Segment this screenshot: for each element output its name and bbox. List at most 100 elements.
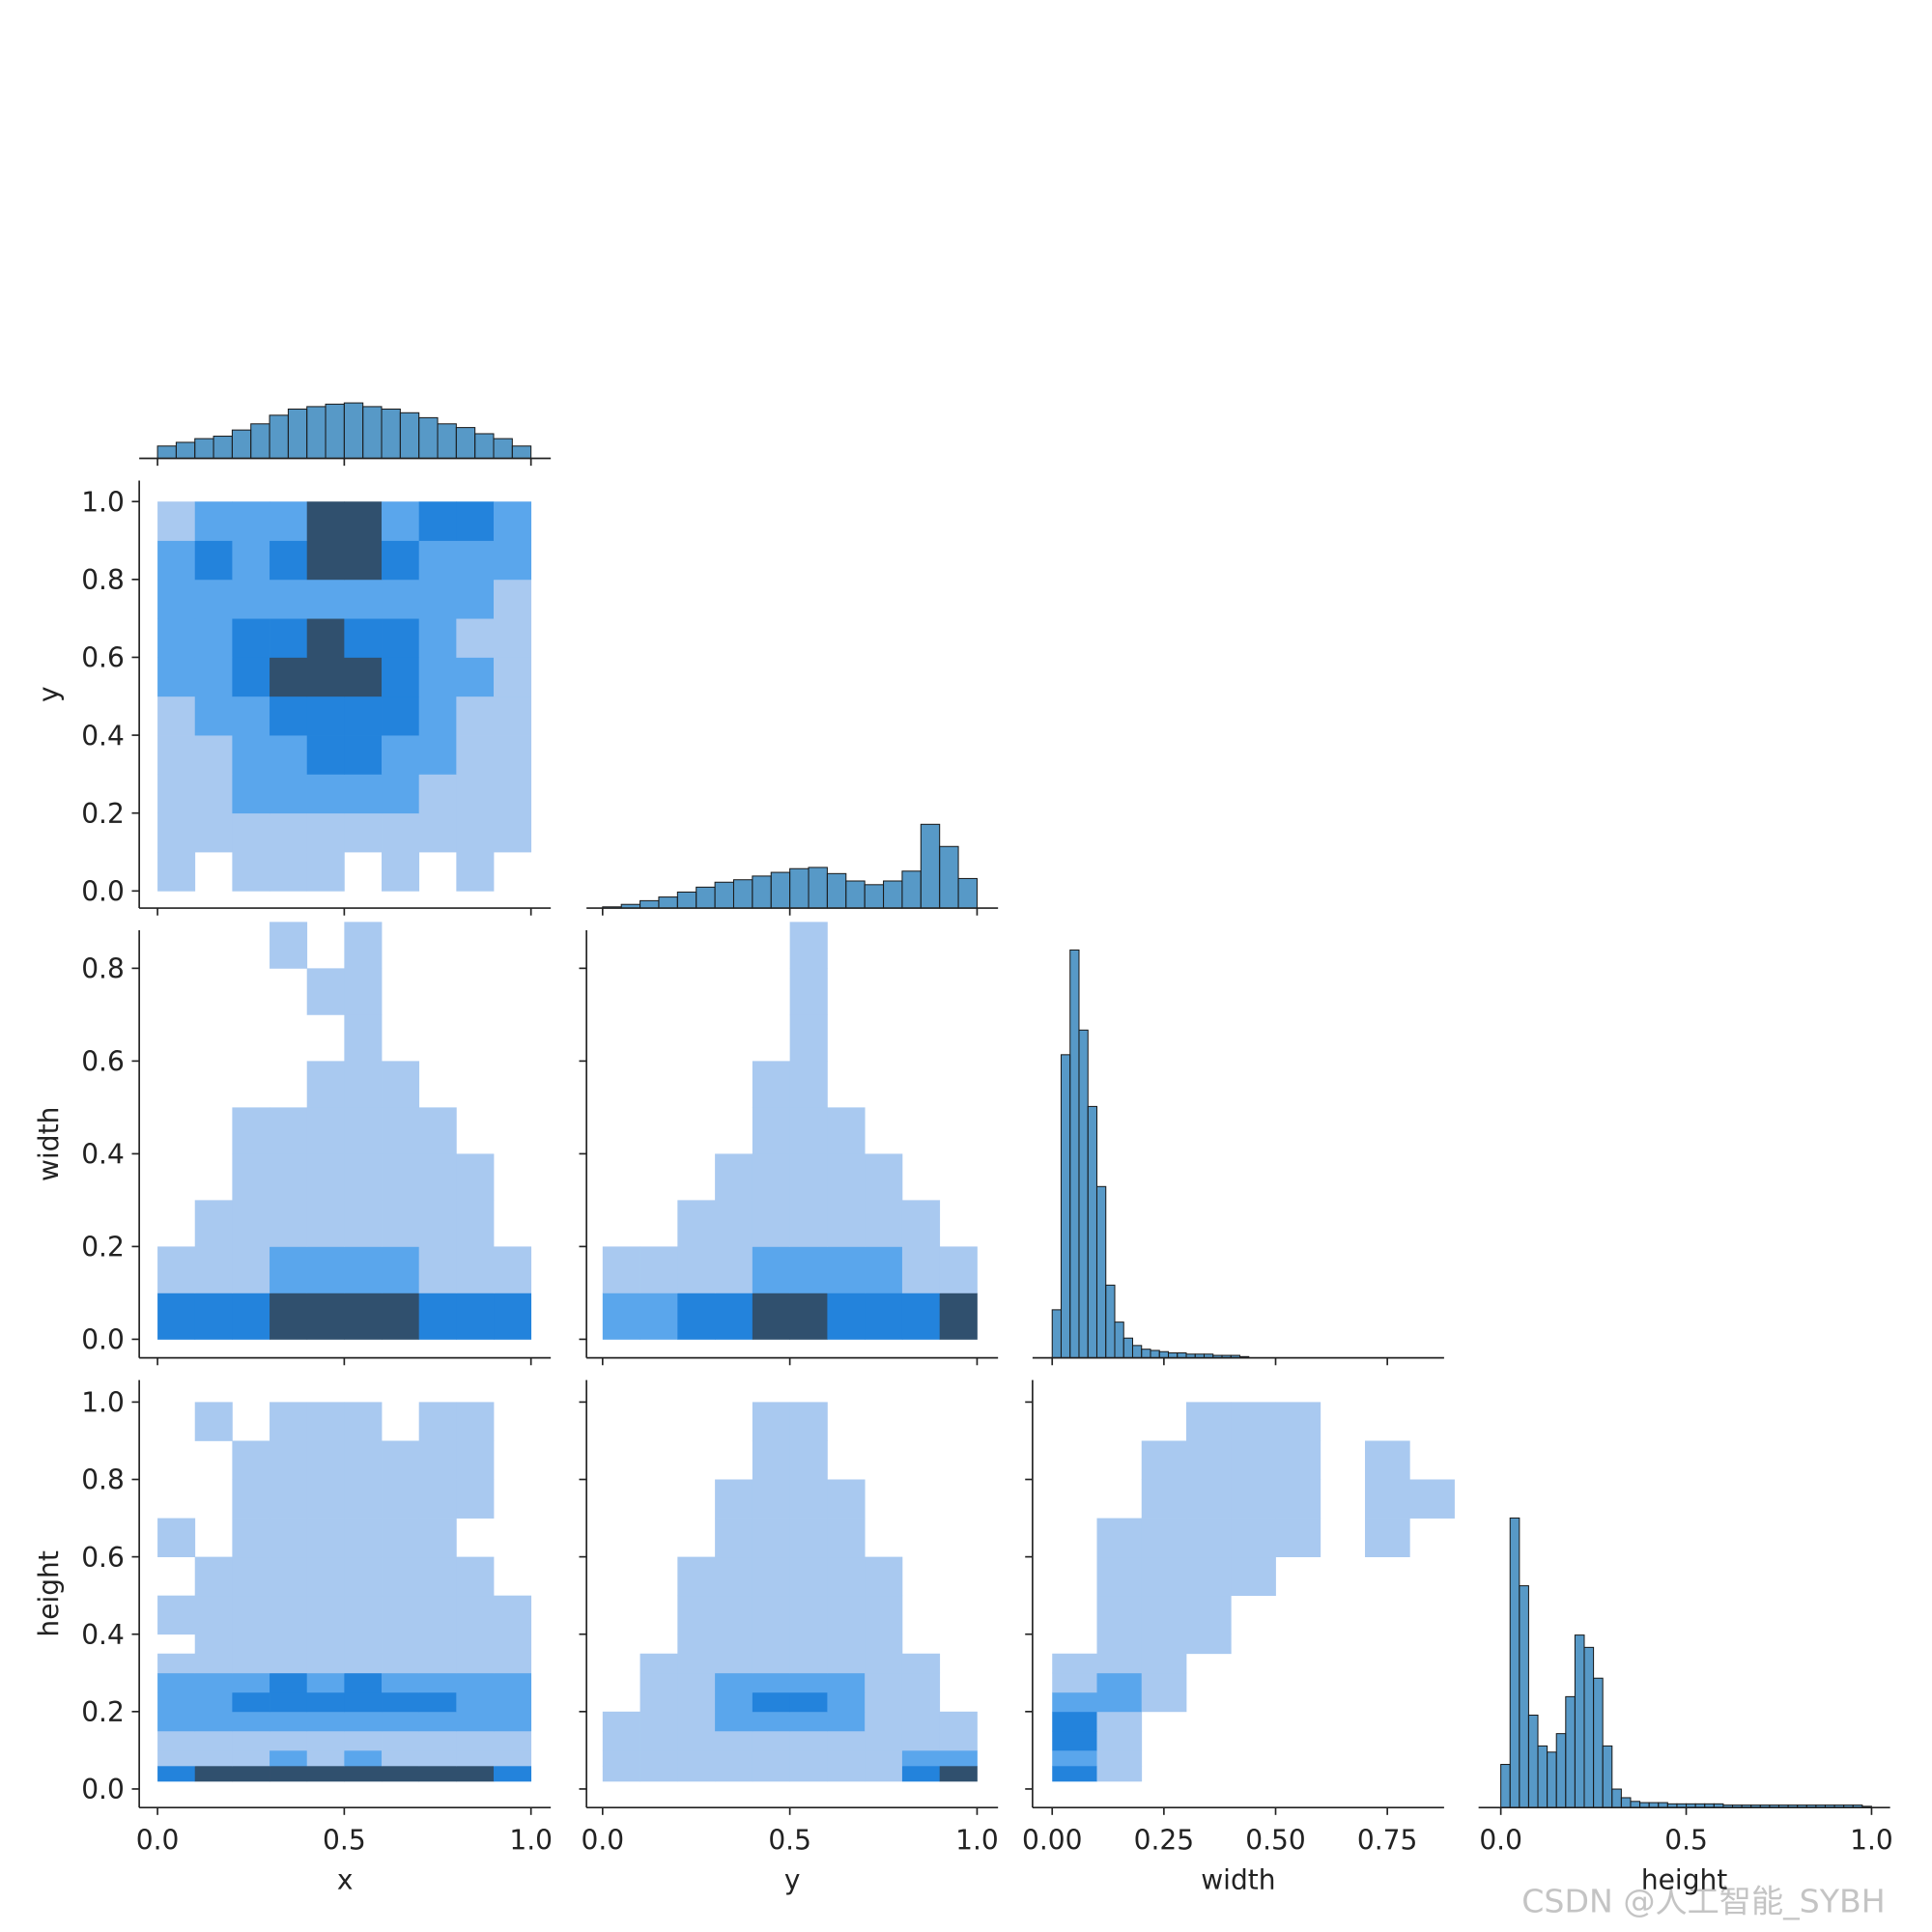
hist2d-cell — [306, 1518, 345, 1558]
hist2d-cell — [195, 1107, 233, 1153]
hist2d-cell — [715, 1556, 753, 1597]
hist2d-cell — [603, 1440, 640, 1479]
hist2d-cell — [270, 657, 308, 697]
hist-bar — [1630, 1801, 1641, 1808]
hist2d-cell — [639, 1711, 678, 1732]
hist2d-cell — [677, 1519, 715, 1557]
hist2d-cell — [157, 1440, 195, 1479]
hist2d-cell — [939, 1749, 978, 1767]
hist2d-cell — [865, 1107, 902, 1153]
hist2d-cell — [789, 1672, 828, 1693]
hist2d-cell — [344, 1402, 383, 1441]
hist2d-cell — [1186, 1731, 1232, 1750]
hist2d-cell — [1052, 1672, 1097, 1693]
hist2d-cell — [270, 1246, 308, 1293]
hist2d-cell — [232, 1153, 270, 1201]
hist2d-cell — [270, 1634, 308, 1655]
hist2d-cell — [940, 1153, 978, 1200]
hist2d-cell — [1185, 1634, 1232, 1655]
hist2d-cell — [640, 1480, 678, 1519]
hist2d-cell — [456, 1440, 495, 1480]
hist2d-cell — [789, 1556, 828, 1597]
x-tick-label: 0.00 — [1022, 1825, 1082, 1857]
y-axis-label: width — [33, 1107, 65, 1181]
hist2d-cell — [902, 1596, 940, 1634]
hist2d-cell — [456, 1014, 494, 1061]
hist2d-cell — [1096, 1691, 1143, 1713]
hist2d-cell — [232, 968, 270, 1014]
hist2d-cell — [789, 1749, 828, 1767]
hist2d-cell — [1365, 1440, 1410, 1480]
hist2d-cell — [306, 657, 345, 697]
hist2d-cell — [382, 1293, 420, 1340]
hist2d-cell — [1321, 1750, 1366, 1766]
hist-bar — [714, 881, 734, 909]
hist2d-cell — [157, 501, 196, 541]
hist2d-cell — [902, 922, 940, 968]
hist-bar — [696, 886, 716, 909]
hist2d-cell — [232, 1595, 270, 1635]
hist2d-cell — [827, 1672, 866, 1693]
hist2d-cell — [270, 1014, 307, 1061]
hist-bar — [752, 875, 772, 909]
hist2d-cell — [306, 618, 345, 658]
hist-bar — [957, 877, 978, 909]
hist2d-cell — [306, 1691, 345, 1713]
hist2d-cell — [639, 1730, 678, 1751]
hist2d-cell — [1185, 1479, 1232, 1519]
hist2d-cell — [418, 1730, 457, 1751]
hist2d-cell — [1186, 1673, 1232, 1692]
hist2d-cell — [157, 618, 196, 658]
hist2d-cell — [382, 1479, 420, 1519]
x-tick-label: 1.0 — [955, 1825, 999, 1857]
hist2d-cell — [194, 657, 233, 697]
hist2d-cell — [715, 1107, 753, 1153]
hist2d-cell — [865, 1634, 903, 1655]
hist2d-cell — [1409, 1692, 1455, 1712]
hist2d-cell — [232, 1653, 270, 1674]
hist2d-cell — [1409, 1557, 1455, 1596]
hist-bar — [920, 823, 941, 909]
hist2d-cell — [494, 618, 532, 658]
hist2d-cell — [494, 579, 532, 619]
hist2d-cell — [194, 1595, 233, 1635]
hist2d-cell — [157, 812, 196, 853]
hist2d-cell — [456, 657, 495, 697]
hist2d-cell — [195, 922, 233, 968]
y-tick-label: 0.8 — [81, 1464, 125, 1496]
hist2d-cell — [752, 1634, 791, 1655]
hist2d-cell — [419, 1061, 457, 1107]
hist2d-cell — [270, 1061, 307, 1107]
hist2d-cell — [715, 1634, 753, 1655]
hist2d-cell — [270, 1749, 308, 1767]
hist2d-cell — [194, 540, 233, 581]
hist2d-cell — [418, 1634, 457, 1655]
hist2d-cell — [901, 1672, 941, 1693]
hist2d-cell — [232, 1293, 270, 1340]
hist2d-cell — [1141, 1691, 1187, 1713]
hist2d-cell — [640, 1440, 678, 1479]
hist2d-cell — [752, 1556, 791, 1597]
hist2d-cell — [306, 1730, 345, 1751]
hist2d-cell — [827, 1200, 866, 1247]
hist2d-cell — [1365, 1596, 1410, 1634]
hist2d-cell — [157, 1402, 195, 1440]
hist2d-cell — [1052, 1596, 1097, 1634]
hist-bar — [1537, 1745, 1548, 1808]
hist2d-cell — [1231, 1766, 1276, 1781]
hist-bar — [175, 441, 196, 459]
hist2d-cell — [194, 1200, 233, 1247]
hist2d-cell — [306, 812, 345, 853]
hist2d-cell — [677, 1556, 716, 1597]
hist2d-cell — [1409, 1766, 1455, 1781]
hist2d-cell — [494, 1402, 531, 1440]
hist2d-cell — [344, 1556, 383, 1597]
hist2d-cell — [865, 1519, 902, 1557]
hist2d-cell — [603, 1480, 640, 1519]
hist2d-cell — [602, 1293, 640, 1340]
y-tick-label: 0.2 — [81, 1232, 125, 1264]
hist2d-cell — [270, 1402, 308, 1441]
y-tick-label: 0.8 — [81, 564, 125, 596]
hist2d-cell — [232, 618, 270, 658]
hist2d-cell — [939, 1711, 978, 1732]
